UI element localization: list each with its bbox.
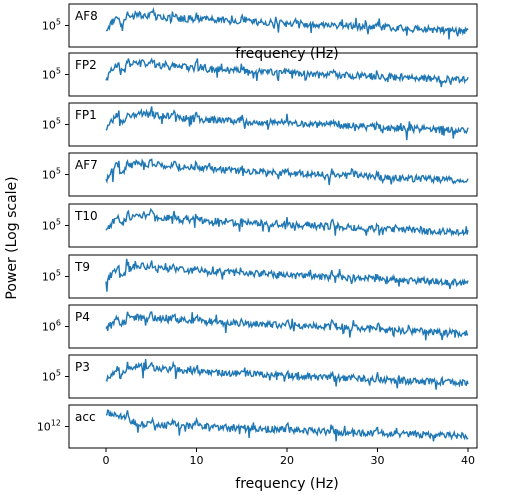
ytick-label: 105 bbox=[42, 269, 61, 284]
panel-label-bg bbox=[72, 156, 98, 172]
ytick-label: 105 bbox=[42, 67, 61, 82]
panel-p4: 106 P4 bbox=[42, 304, 478, 349]
x-axis-label: frequency (Hz) bbox=[235, 476, 338, 492]
xtick-label: 30 bbox=[371, 454, 385, 467]
panel-t9: 105 T9 bbox=[42, 254, 478, 299]
series-line-p4 bbox=[105, 311, 469, 341]
panel-label: acc bbox=[75, 410, 96, 424]
series-line-fp2 bbox=[105, 57, 469, 88]
panel-label-bg bbox=[72, 106, 98, 122]
series-line-t9 bbox=[105, 258, 469, 292]
series-line-p3 bbox=[105, 358, 469, 390]
series-line-acc bbox=[105, 409, 469, 442]
ytick-label: 105 bbox=[42, 167, 61, 182]
x-axis-ticks: 0 10 20 30 40 bbox=[103, 448, 475, 467]
panel-acc: 1012 acc bbox=[37, 404, 478, 449]
panel-label: FP1 bbox=[75, 108, 97, 122]
panel-label-bg bbox=[72, 408, 98, 424]
panel-label: P4 bbox=[75, 310, 90, 324]
panel-label: T10 bbox=[74, 209, 98, 223]
panel-label-bg bbox=[72, 56, 98, 72]
panel-label-bg bbox=[72, 207, 98, 223]
panel-frame bbox=[68, 152, 478, 197]
ytick-label: 105 bbox=[42, 218, 61, 233]
ytick-label: 105 bbox=[42, 117, 61, 132]
panel-label-bg bbox=[72, 358, 98, 374]
panel-label: FP2 bbox=[75, 58, 97, 72]
xtick-label: 40 bbox=[461, 454, 475, 467]
xtick-label: 0 bbox=[103, 454, 110, 467]
panel-label-bg bbox=[72, 7, 98, 23]
panel-label-bg bbox=[72, 258, 98, 274]
ytick-label: 105 bbox=[42, 18, 61, 33]
panel-frame bbox=[68, 102, 478, 147]
series-line-af8 bbox=[106, 6, 469, 40]
xtick-label: 10 bbox=[190, 454, 204, 467]
panel-t10: 105 T10 bbox=[42, 203, 478, 248]
ytick-label: 1012 bbox=[37, 419, 61, 434]
panel-label: T9 bbox=[74, 260, 90, 274]
series-line-af7 bbox=[105, 157, 469, 186]
panel-fp1: 105 FP1 bbox=[42, 102, 478, 147]
panel-af7: 105 AF7 bbox=[42, 152, 478, 197]
series-line-t10 bbox=[105, 207, 469, 237]
panel-af8: 105 AF8 bbox=[42, 3, 478, 48]
series-line-fp1 bbox=[105, 106, 469, 141]
ytick-label: 106 bbox=[42, 319, 61, 334]
panel-fp2: 105 FP2 bbox=[42, 52, 478, 97]
panel-label: AF7 bbox=[75, 158, 98, 172]
panel-label-bg bbox=[72, 308, 98, 324]
ytick-label: 105 bbox=[42, 369, 61, 384]
panel-label: AF8 bbox=[75, 9, 98, 23]
panels-group: 105 AF8 105 FP2 105 FP1 105 AF7 105 T10 105 T9 106 P4… bbox=[37, 3, 478, 449]
panel-label: P3 bbox=[75, 360, 90, 374]
xtick-label: 20 bbox=[280, 454, 294, 467]
ghost-xlabel: frequency (Hz) bbox=[235, 46, 338, 62]
panel-p3: 105 P3 bbox=[42, 354, 478, 399]
y-axis-label: Power (Log scale) bbox=[4, 176, 20, 299]
